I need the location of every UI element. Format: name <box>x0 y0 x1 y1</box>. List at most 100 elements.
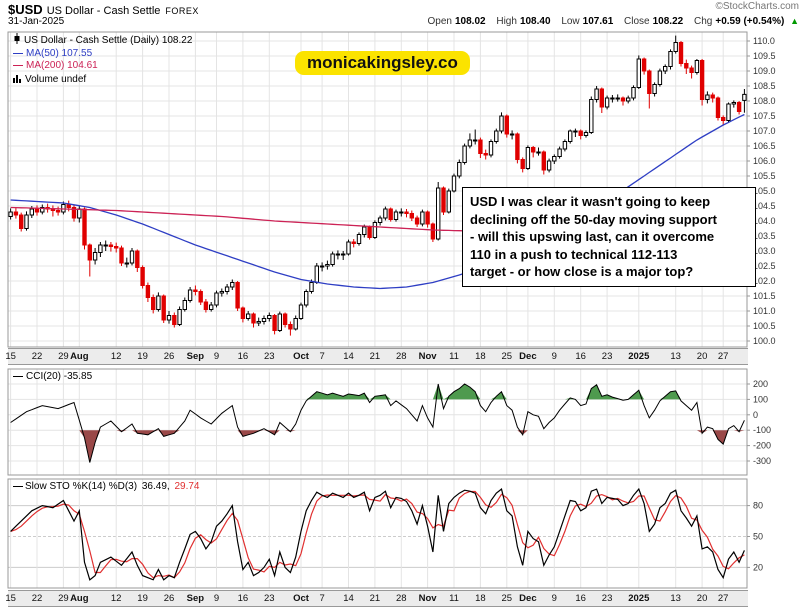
x-tick-label: 29 <box>58 351 69 362</box>
x-tick-label: 9 <box>213 593 220 604</box>
sto-k-value: 36.49, <box>141 481 170 492</box>
x-tick-label: Aug <box>70 351 89 362</box>
y-tick-label: -100 <box>753 425 771 435</box>
ma200-legend: MA(200) 104.61 <box>26 60 98 71</box>
sto-k-line <box>10 487 745 581</box>
main-chart-legend: US Dollar - Cash Settle (Daily) 108.22 —… <box>13 33 192 86</box>
x-tick-label: 27 <box>717 593 729 604</box>
x-tick-label: 15 <box>5 593 16 604</box>
x-tick-label: 9 <box>551 351 557 362</box>
x-tick-label: 23 <box>264 351 275 362</box>
x-tick-label: Aug <box>70 593 89 604</box>
y-tick-label: 200 <box>753 379 768 389</box>
sto-d-line <box>10 490 745 579</box>
close-value: 108.22 <box>652 16 684 27</box>
y-tick-label: 80 <box>753 501 763 511</box>
ma200-swatch-icon: — <box>13 60 23 71</box>
annotation-line: USD I was clear it wasn't going to keep <box>470 194 711 209</box>
x-tick-label: 29 <box>58 593 69 604</box>
x-tick-label: 16 <box>237 351 249 362</box>
x-tick-label: 23 <box>601 351 613 362</box>
volume-legend: Volume undef <box>25 73 87 85</box>
cci-swatch-icon: — <box>13 371 23 382</box>
ma50-swatch-icon: — <box>13 47 23 59</box>
x-tick-label: 12 <box>110 593 122 604</box>
x-tick-label: 28 <box>396 351 407 362</box>
y-tick-label: 50 <box>753 532 763 542</box>
y-tick-label: 107.5 <box>753 111 776 121</box>
x-tick-label: 18 <box>475 351 486 362</box>
y-tick-label: 105.0 <box>753 186 776 196</box>
x-tick-label: 27 <box>717 351 729 362</box>
annotation-line: - will this upswing last, can it overcom… <box>470 229 715 244</box>
source-credit: ©StockCharts.com <box>715 1 799 12</box>
y-tick-label: 20 <box>753 562 763 572</box>
x-tick-label: 14 <box>343 351 354 362</box>
x-tick-label: 22 <box>31 351 43 362</box>
y-tick-label: 107.0 <box>753 126 776 136</box>
x-tick-label: 19 <box>137 351 148 362</box>
x-tick-label: Dec <box>519 593 537 604</box>
symbol-title: US Dollar - Cash Settle <box>46 5 161 17</box>
x-tick-label: 26 <box>163 593 175 604</box>
x-tick-label: 15 <box>5 351 16 362</box>
high-value: 108.40 <box>519 16 551 27</box>
y-tick-label: 0 <box>753 410 758 420</box>
cci-oversold-fill <box>10 430 745 463</box>
quote-line: Open 108.02 High 108.40 Low 107.61 Close 108… <box>428 16 799 27</box>
x-tick-label: 26 <box>163 351 175 362</box>
x-tick-label: 20 <box>696 593 708 604</box>
x-tick-label: 20 <box>696 351 708 362</box>
cci-legend-text: CCI(20) -35.85 <box>26 371 93 382</box>
sto-swatch-icon: — <box>13 481 23 492</box>
x-tick-label: Nov <box>418 593 437 604</box>
ma50-legend: MA(50) 107.55 <box>26 47 93 59</box>
x-tick-label: Dec <box>519 351 537 362</box>
watermark: monicakingsley.co <box>295 51 470 75</box>
chart-date: 31-Jan-2025 <box>8 16 65 27</box>
x-tick-label: 23 <box>601 593 613 604</box>
y-tick-label: 108.5 <box>753 81 776 91</box>
cci-line <box>10 383 745 463</box>
header-line-1: $USD US Dollar - Cash Settle FOREX ©StockC… <box>8 1 799 17</box>
annotation-line: 110 in a push to technical 112-113 <box>470 246 678 262</box>
sto-d-value: 29.74 <box>174 481 200 492</box>
x-tick-label: 25 <box>501 593 513 604</box>
x-tick-label: 11 <box>449 593 459 604</box>
x-tick-label: 2025 <box>628 351 650 362</box>
y-tick-label: 101.5 <box>753 291 776 301</box>
low-label: Low <box>561 16 580 27</box>
main-legend-title: US Dollar - Cash Settle (Daily) 108.22 <box>24 35 193 46</box>
volume-bars-icon <box>13 74 21 83</box>
x-tick-label: 2025 <box>628 593 650 604</box>
x-tick-label: Sep <box>186 593 205 604</box>
symbol: $USD <box>8 2 43 17</box>
up-arrow-icon: ▲ <box>790 16 799 26</box>
x-tick-label: 12 <box>110 351 122 362</box>
x-tick-label: 18 <box>475 593 486 604</box>
y-tick-label: 100 <box>753 394 768 404</box>
y-tick-label: 104.5 <box>753 201 776 211</box>
x-tick-label: Nov <box>418 351 437 362</box>
close-label: Close <box>624 16 650 27</box>
x-tick-label: 13 <box>670 593 681 604</box>
low-value: 107.61 <box>582 16 614 27</box>
y-tick-label: 103.0 <box>753 246 776 256</box>
y-tick-label: 103.5 <box>753 231 776 241</box>
x-tick-label: Sep <box>186 351 205 362</box>
y-tick-label: -200 <box>753 441 771 451</box>
x-tick-label: 16 <box>575 351 586 362</box>
cci-overbought-fill <box>10 384 745 400</box>
x-tick-label: 21 <box>369 593 381 604</box>
x-tick-label: 22 <box>31 593 43 604</box>
x-tick-label: Oct <box>293 593 309 604</box>
x-tick-label: 9 <box>551 593 557 604</box>
cci-legend: — CCI(20) -35.85 <box>13 371 92 382</box>
x-tick-label: 14 <box>343 593 354 604</box>
y-tick-label: -300 <box>753 456 771 466</box>
y-tick-label: 102.0 <box>753 276 776 286</box>
y-tick-label: 100.0 <box>753 336 776 346</box>
annotation-line: target - or how close is a major top? <box>470 264 694 279</box>
y-tick-label: 102.5 <box>753 261 776 271</box>
